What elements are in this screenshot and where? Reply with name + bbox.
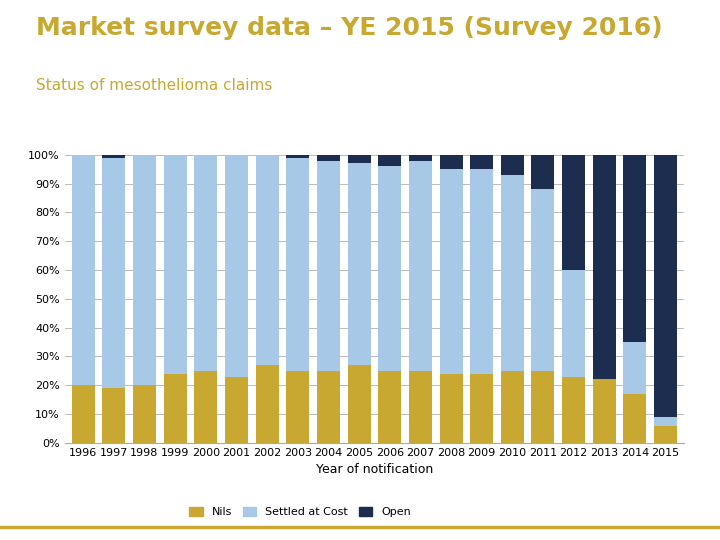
Bar [378, 371, 401, 443]
Bar [531, 155, 554, 190]
Bar [317, 160, 340, 371]
Bar [72, 385, 95, 443]
Bar [287, 371, 310, 443]
Bar [256, 155, 279, 365]
Bar [409, 160, 432, 371]
Bar [593, 380, 616, 443]
Bar [470, 169, 493, 374]
Bar [501, 371, 524, 443]
Bar [470, 155, 493, 169]
Bar [409, 371, 432, 443]
Bar [378, 155, 401, 166]
Bar [470, 374, 493, 443]
Bar [287, 158, 310, 371]
Bar [439, 374, 462, 443]
Bar [654, 155, 677, 417]
Bar [317, 155, 340, 160]
Bar [225, 376, 248, 443]
Bar [562, 376, 585, 443]
Bar [163, 374, 186, 443]
Bar [562, 270, 585, 376]
Bar [133, 155, 156, 385]
Bar [102, 388, 125, 443]
X-axis label: Year of notification: Year of notification [316, 463, 433, 476]
Bar [194, 155, 217, 371]
Bar [102, 158, 125, 388]
Bar [194, 371, 217, 443]
Bar [624, 342, 647, 394]
Bar [654, 417, 677, 426]
Bar [287, 155, 310, 158]
Bar [624, 394, 647, 443]
Bar [72, 155, 95, 385]
Bar [593, 155, 616, 380]
Text: Market survey data – YE 2015 (Survey 2016): Market survey data – YE 2015 (Survey 201… [36, 16, 662, 40]
Bar [531, 371, 554, 443]
Bar [501, 155, 524, 175]
Bar [133, 385, 156, 443]
Bar [348, 155, 371, 164]
Bar [256, 365, 279, 443]
Bar [624, 155, 647, 342]
Bar [348, 164, 371, 365]
Bar [163, 155, 186, 374]
Bar [654, 426, 677, 443]
Bar [102, 155, 125, 158]
Bar [531, 190, 554, 371]
Text: Status of mesothelioma claims: Status of mesothelioma claims [36, 78, 272, 93]
Bar [225, 155, 248, 376]
Bar [378, 166, 401, 371]
Bar [348, 365, 371, 443]
Bar [439, 169, 462, 374]
Bar [439, 155, 462, 169]
Bar [501, 175, 524, 371]
Bar [409, 155, 432, 160]
Bar [562, 155, 585, 270]
Legend: Nils, Settled at Cost, Open: Nils, Settled at Cost, Open [185, 503, 415, 522]
Bar [317, 371, 340, 443]
